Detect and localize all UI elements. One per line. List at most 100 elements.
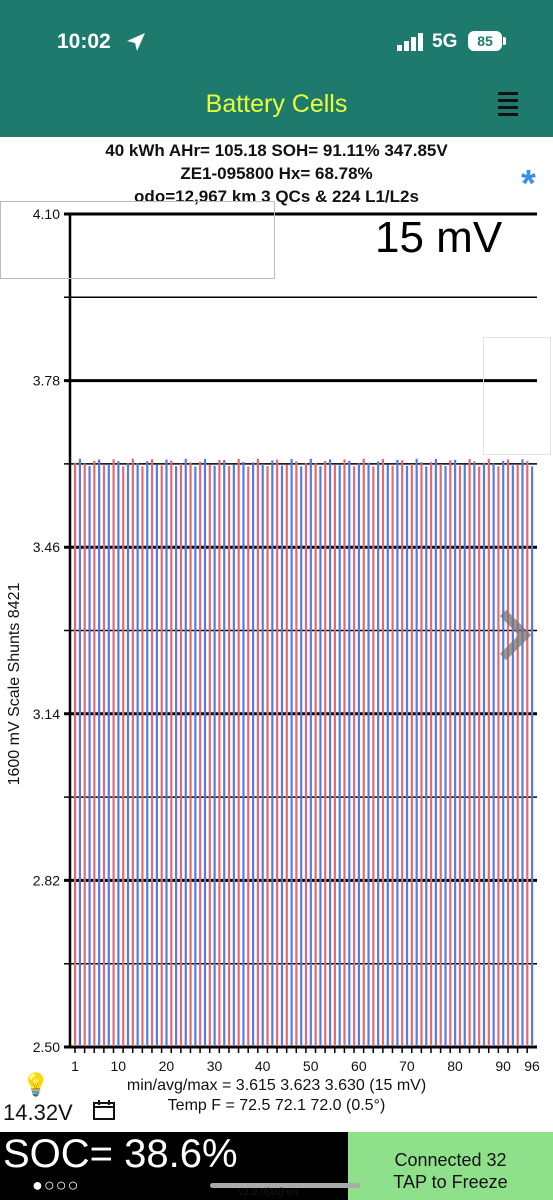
cell-bar: [165, 459, 168, 1047]
cell-bar: [381, 459, 385, 1047]
cell-bar: [458, 465, 462, 1048]
star-icon[interactable]: *: [521, 163, 536, 205]
cell-bar: [199, 461, 202, 1047]
cell-bar: [372, 466, 375, 1047]
cell-bar: [526, 461, 529, 1047]
soc-panel: [0, 1132, 348, 1200]
cell-bar: [122, 466, 125, 1047]
x-tick-label: 1: [71, 1058, 79, 1074]
x-tick-label: 40: [255, 1058, 271, 1074]
x-tick-label: 90: [495, 1058, 511, 1074]
connect-status: Connected 32: [394, 1150, 507, 1170]
chevron-right-icon[interactable]: [497, 605, 533, 665]
cell-bar: [367, 462, 370, 1047]
cell-bar: [377, 461, 380, 1047]
lightbulb-icon[interactable]: 💡: [22, 1072, 50, 1097]
y-tick-label: 3.78: [33, 373, 60, 389]
home-indicator[interactable]: [210, 1183, 360, 1188]
cell-bar: [492, 463, 495, 1047]
cell-bar: [506, 459, 510, 1047]
cell-bar: [280, 465, 284, 1048]
cell-bar: [141, 466, 144, 1047]
cell-bar: [232, 464, 235, 1048]
cell-bar: [468, 459, 471, 1047]
cell-bar: [266, 466, 269, 1047]
cell-bar: [521, 459, 524, 1047]
cell-bar: [170, 460, 173, 1047]
overlay-box-right: [483, 337, 551, 455]
cell-bar: [420, 462, 423, 1047]
version-label: v2.0.0(10) en: [238, 1187, 299, 1198]
cell-bar: [98, 459, 101, 1047]
cell-bar: [487, 458, 490, 1047]
cell-bar: [391, 465, 394, 1047]
cell-bar: [223, 460, 226, 1047]
overlay-box: [0, 201, 275, 279]
cell-bar: [463, 464, 466, 1047]
cell-bar: [396, 459, 399, 1047]
cell-bar: [251, 462, 255, 1048]
stats-min-avg-max: min/avg/max = 3.615 3.623 3.630 (15 mV): [126, 1077, 427, 1094]
cell-bar: [290, 459, 293, 1047]
cell-bar: [150, 459, 154, 1047]
cell-bar: [295, 461, 298, 1047]
cell-bar: [473, 461, 476, 1047]
cell-bar: [93, 460, 96, 1047]
x-tick-label: 30: [207, 1058, 223, 1074]
cell-bar: [415, 458, 418, 1047]
y-tick-label: 3.46: [33, 539, 60, 555]
connect-freeze-button[interactable]: Connected 32 TAP to Freeze: [348, 1132, 553, 1200]
calendar-icon[interactable]: [92, 1100, 116, 1120]
x-tick-label: 80: [447, 1058, 463, 1074]
x-tick-label: 10: [111, 1058, 127, 1074]
cell-bar: [155, 464, 158, 1048]
cell-bar: [439, 464, 442, 1047]
cell-bar: [516, 465, 519, 1047]
cell-bar: [304, 462, 308, 1047]
cell-bar: [160, 465, 163, 1047]
stats-temperature: Temp F = 72.5 72.1 72.0 (0.5°): [167, 1097, 386, 1114]
info-line-2: ZE1-095800 Hx= 68.78%: [180, 164, 373, 183]
cell-bar: [208, 464, 211, 1047]
x-tick-label: 20: [159, 1058, 175, 1074]
battery-icon: 85: [468, 31, 502, 51]
cell-bar: [410, 464, 413, 1047]
cell-bar: [242, 461, 245, 1048]
cell-bar: [434, 458, 437, 1047]
cell-bar: [276, 459, 279, 1047]
cell-bar: [136, 463, 139, 1047]
cell-bar: [314, 463, 317, 1047]
cell-bar: [497, 466, 500, 1048]
cell-bar: [444, 465, 447, 1048]
location-arrow-icon: [127, 33, 145, 51]
y-tick-label: 4.10: [33, 206, 60, 222]
freeze-label: TAP to Freeze: [393, 1172, 508, 1192]
page-dots[interactable]: ●○○○: [32, 1175, 80, 1195]
x-tick-label: 50: [303, 1058, 319, 1074]
cell-bar: [203, 458, 207, 1047]
y-axis-title: 1600 mV Scale Shunts 8421: [6, 582, 23, 786]
cell-bar: [511, 465, 514, 1047]
signal-icon: [397, 33, 423, 51]
scale-label: 15 mV: [375, 213, 503, 262]
cell-bar: [227, 465, 231, 1047]
cell-bar: [146, 461, 149, 1048]
cell-bar: [343, 459, 346, 1048]
cell-voltage-chart[interactable]: 2.50 2.82 3.14 3.46 3.78 4.10 1 10 20 30 40 50 60 70 8…: [0, 200, 553, 1080]
cell-bar: [348, 460, 351, 1047]
cell-bar: [78, 458, 82, 1047]
cell-bar: [478, 466, 481, 1047]
cell-bar: [285, 464, 288, 1047]
page-title: Battery Cells: [205, 90, 348, 118]
cell-bar: [102, 465, 106, 1047]
cell-bar: [386, 464, 389, 1047]
cell-bar: [175, 466, 178, 1047]
app-header: [0, 0, 553, 137]
info-line-1: 40 kWh AHr= 105.18 SOH= 91.11% 347.85V: [105, 141, 448, 160]
cell-bar: [213, 465, 216, 1048]
cell-bar: [189, 462, 192, 1047]
cell-bar: [117, 461, 120, 1047]
cell-bar: [482, 462, 486, 1047]
menu-icon[interactable]: [498, 88, 518, 118]
cell-bar: [362, 458, 365, 1047]
